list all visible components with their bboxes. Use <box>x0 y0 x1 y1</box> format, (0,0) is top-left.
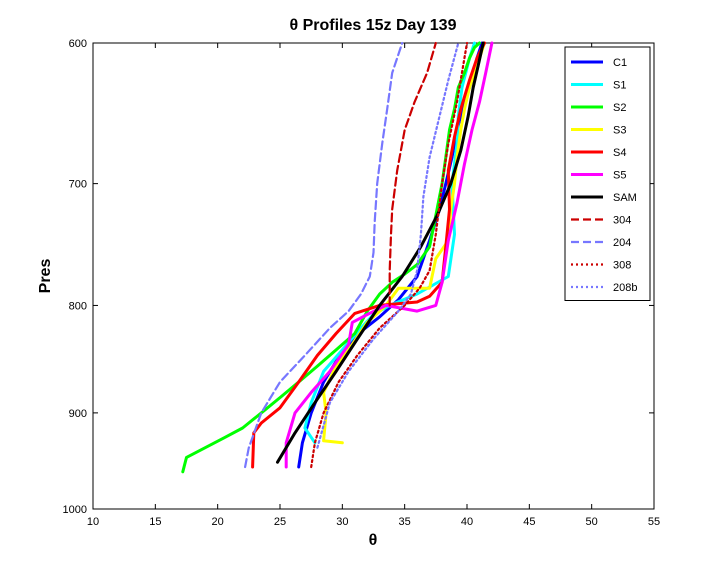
y-axis-label: Pres <box>37 259 54 294</box>
series-line-208b <box>316 41 460 449</box>
legend-label-sam: SAM <box>613 192 637 204</box>
legend-label-s2: S2 <box>613 102 626 114</box>
x-tick-label: 50 <box>586 516 598 528</box>
legend-label-s5: S5 <box>613 170 626 182</box>
series-line-308 <box>310 41 469 469</box>
x-ticks: 10 15 20 25 30 35 40 45 50 55 <box>87 43 660 528</box>
series-line-s2 <box>181 41 481 474</box>
series-line-s4 <box>251 41 486 469</box>
x-tick-label: 55 <box>648 516 660 528</box>
legend-label-s4: S4 <box>613 147 626 159</box>
legend: C1 S1 S2 S3 S4 S5 SAM 304 204 308 208b <box>564 46 651 301</box>
legend-label-s1: S1 <box>613 80 626 92</box>
x-tick-label: 30 <box>336 516 348 528</box>
y-tick-label: 800 <box>69 300 87 312</box>
legend-label-204: 204 <box>613 237 631 249</box>
y-tick-label: 900 <box>69 408 87 420</box>
x-tick-label: 35 <box>399 516 411 528</box>
x-tick-label: 20 <box>212 516 224 528</box>
y-tick-label: 700 <box>69 179 87 191</box>
legend-label-s3: S3 <box>613 125 626 137</box>
series-line-304 <box>388 41 437 307</box>
x-tick-label: 25 <box>274 516 286 528</box>
y-tick-label: 600 <box>69 38 87 50</box>
plot-frame <box>92 42 655 510</box>
legend-label-304: 304 <box>613 215 631 227</box>
x-tick-label: 15 <box>149 516 161 528</box>
y-tick-label: 1000 <box>63 504 87 516</box>
x-tick-label: 10 <box>87 516 99 528</box>
series-line-sam <box>276 41 485 464</box>
series-layer <box>181 41 494 474</box>
y-ticks: 600 700 800 900 1000 <box>63 38 654 516</box>
x-tick-label: 40 <box>461 516 473 528</box>
legend-label-308: 308 <box>613 260 631 272</box>
x-axis-label: θ <box>369 532 378 549</box>
legend-label-c1: C1 <box>613 57 627 69</box>
legend-label-208b: 208b <box>613 282 637 294</box>
series-line-204 <box>244 41 404 469</box>
x-tick-label: 45 <box>523 516 535 528</box>
chart-title: θ Profiles 15z Day 139 <box>290 17 457 34</box>
series-line-s5 <box>284 41 494 469</box>
